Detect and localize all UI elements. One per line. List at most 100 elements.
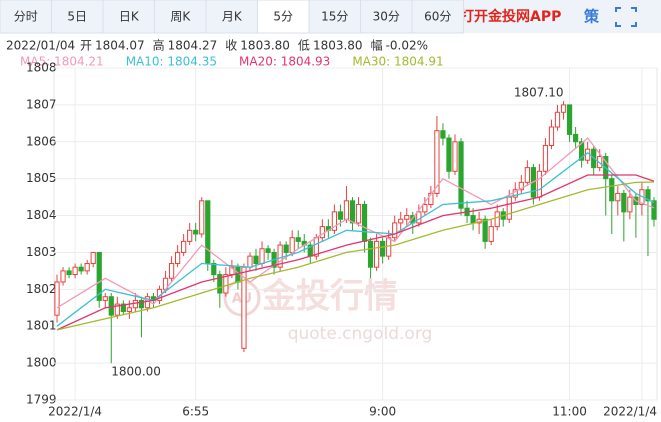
tab[interactable]: [102, 0, 155, 34]
y-tick-label: 1807: [26, 97, 57, 111]
info-label: 幅: [371, 38, 383, 53]
x-tick-label: 2022/1/4: [48, 405, 102, 419]
info-value: 1803.80: [240, 39, 290, 53]
candle-body: [380, 240, 386, 257]
candle-body: [506, 196, 512, 220]
candle-body: [615, 192, 621, 202]
candle-body: [367, 240, 374, 268]
candle-body: [361, 203, 368, 242]
tab[interactable]: [411, 0, 464, 34]
app-link[interactable]: 打开金投网APP: [460, 8, 561, 25]
candle-body: [373, 240, 380, 268]
info-value: -0.02%: [386, 39, 428, 53]
tab[interactable]: [0, 0, 52, 34]
candle-body: [72, 266, 78, 276]
info-value: 1804.27: [168, 39, 218, 53]
tab[interactable]: [360, 0, 413, 34]
tab-label[interactable]: 5分: [273, 10, 293, 24]
candle-body: [253, 255, 259, 265]
candle-body: [458, 141, 464, 209]
candle-body: [247, 255, 253, 268]
candle-body: [126, 307, 132, 312]
tab[interactable]: [205, 0, 258, 34]
candle-body: [114, 303, 120, 316]
y-tick-label: 1808: [26, 61, 57, 75]
tab-label[interactable]: 日K: [119, 10, 140, 24]
candle-body: [295, 237, 301, 242]
candle-body: [78, 266, 84, 272]
tab[interactable]: [154, 0, 207, 34]
tab-label[interactable]: 周K: [170, 10, 191, 24]
fullscreen-icon[interactable]: [615, 7, 637, 27]
x-tick-label: 11:00: [552, 405, 587, 419]
candle-body: [289, 237, 295, 253]
tab-label[interactable]: 月K: [222, 10, 243, 24]
candle-body: [331, 211, 338, 231]
candle-body: [404, 215, 410, 220]
info-value: 1803.80: [313, 39, 363, 53]
annotation: 1807.10: [514, 86, 564, 100]
strategy-button[interactable]: 策: [583, 8, 600, 26]
candle-body: [138, 299, 145, 309]
candle-body: [398, 218, 404, 224]
y-tick-label: 1805: [26, 171, 57, 185]
candle-body: [651, 200, 657, 220]
candle-body: [211, 263, 217, 276]
candle-body: [452, 141, 458, 172]
candle-body: [554, 111, 561, 128]
info-label: 收: [225, 39, 237, 53]
tab-label[interactable]: 30分: [373, 10, 400, 24]
candle-body: [96, 251, 102, 301]
candle-body: [337, 211, 344, 220]
candle-body: [66, 270, 72, 276]
candle-body: [205, 200, 211, 265]
tab-label[interactable]: 60分: [424, 10, 451, 24]
y-tick-label: 1801: [26, 319, 57, 333]
legend-entry: MA5: 1804.21: [20, 55, 104, 69]
candle-body: [609, 178, 615, 202]
candle-body: [193, 229, 199, 235]
ma-line: [56, 151, 655, 327]
candle-body: [392, 222, 398, 239]
candle-body: [187, 229, 193, 242]
watermark-title: 金投行情: [261, 277, 398, 317]
x-tick-label: 9:00: [369, 405, 396, 419]
tab[interactable]: [308, 0, 361, 34]
x-tick-label: 6:55: [182, 405, 209, 419]
tab-label[interactable]: 分时: [14, 10, 38, 24]
tab[interactable]: [51, 0, 104, 34]
candle-body: [355, 203, 362, 224]
candle-body: [168, 263, 175, 279]
candle-body: [217, 274, 223, 294]
candle-body: [548, 126, 555, 146]
candle-body: [579, 141, 585, 161]
candle-body: [223, 274, 229, 294]
candle-body: [343, 200, 350, 220]
candle-body: [416, 211, 422, 224]
info-label: 低: [298, 39, 310, 53]
tab-label[interactable]: 15分: [321, 10, 348, 24]
info-date: 2022/01/04: [6, 39, 75, 53]
candle-body: [470, 215, 476, 224]
candle-body: [386, 237, 392, 257]
candle-body: [181, 240, 187, 253]
candle-body: [446, 137, 452, 172]
candle-body: [277, 244, 283, 268]
candle-body: [621, 192, 627, 213]
legend-entry: MA20: 1804.93: [239, 55, 330, 69]
candle-body: [560, 104, 567, 113]
y-tick-label: 1803: [26, 245, 57, 259]
legend-entry: MA30: 1804.91: [352, 55, 443, 69]
candle-body: [120, 303, 126, 312]
candle-body: [60, 270, 66, 283]
candle-body: [90, 251, 96, 265]
candle-body: [627, 196, 633, 213]
candle-body: [132, 299, 139, 309]
y-tick-label: 1800: [26, 356, 57, 370]
candle-body: [524, 167, 530, 183]
candle-body: [283, 244, 289, 253]
tab-label[interactable]: 5日: [67, 10, 87, 24]
candle-body: [518, 181, 524, 191]
